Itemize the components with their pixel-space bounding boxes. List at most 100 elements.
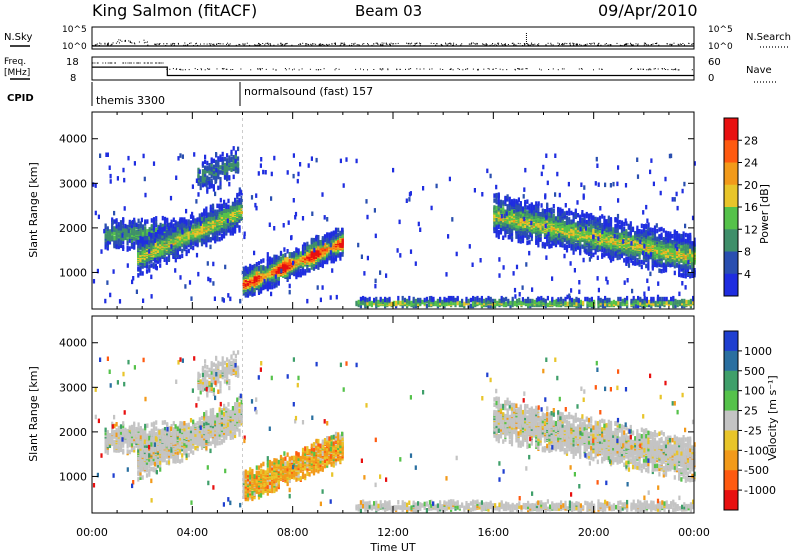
noise-point — [414, 44, 416, 46]
power-cell — [246, 292, 250, 297]
noise-point — [623, 44, 625, 46]
noise-point — [413, 45, 415, 46]
power-cell — [609, 250, 613, 255]
power-cell — [205, 241, 208, 247]
power-cell — [218, 237, 221, 242]
noise-point — [643, 44, 645, 46]
power-cell — [104, 223, 107, 228]
power-heatmap — [92, 112, 696, 309]
power-cell — [642, 224, 646, 229]
noise-point — [590, 43, 592, 45]
power-cell — [150, 236, 153, 242]
power-cell — [178, 232, 182, 237]
power-cell — [163, 230, 167, 235]
power-cell — [537, 217, 540, 222]
freq-label-line2: [MHz] — [4, 68, 30, 78]
power-cell — [208, 181, 211, 187]
noise-point — [410, 43, 412, 45]
noise-point — [474, 43, 476, 45]
power-cell — [216, 203, 219, 209]
power-cell — [216, 209, 219, 214]
noise-point — [635, 43, 637, 45]
noise-point — [320, 44, 322, 46]
power-cell — [658, 268, 661, 273]
power-cell — [328, 236, 331, 241]
power-cell — [504, 195, 507, 201]
noise-point — [343, 42, 345, 44]
power-cell — [135, 239, 138, 244]
power-cell — [612, 256, 615, 262]
power-cell — [260, 285, 263, 291]
power-cell — [255, 262, 258, 267]
noise-point — [562, 43, 563, 45]
power-cell — [167, 256, 171, 261]
power-cell — [321, 261, 324, 267]
power-cell — [548, 236, 551, 241]
noise-point — [307, 43, 309, 45]
power-cell — [290, 270, 294, 276]
power-cell — [133, 244, 136, 249]
noise-point — [111, 43, 113, 45]
power-cell — [264, 266, 267, 271]
power-cell — [128, 238, 131, 243]
power-cell — [499, 199, 503, 205]
power-cell — [295, 247, 298, 252]
power-cell — [225, 207, 228, 213]
power-cell — [493, 222, 496, 228]
power-cell — [603, 219, 606, 225]
power-cell — [253, 287, 256, 292]
power-cell — [653, 259, 657, 265]
power-cell — [590, 212, 593, 218]
noise-point — [119, 39, 121, 41]
noise-point — [107, 42, 109, 44]
noise-point — [244, 43, 246, 45]
power-cell — [251, 286, 254, 291]
power-cell — [651, 263, 654, 268]
power-cell — [627, 256, 630, 261]
power-cell — [189, 220, 193, 225]
noise-point — [269, 43, 271, 45]
power-cell — [122, 235, 125, 241]
noise-point — [625, 43, 627, 45]
cpid-segment-1: themis 3300 — [96, 94, 165, 107]
noise-point — [475, 43, 477, 45]
power-cell — [616, 253, 619, 259]
power-cell — [502, 235, 505, 240]
power-cell — [130, 242, 134, 247]
power-cell — [277, 281, 280, 286]
power-cell — [651, 230, 654, 236]
noise-point — [523, 43, 525, 44]
power-cell — [268, 282, 272, 288]
power-cell — [502, 207, 505, 212]
power-cell — [620, 233, 624, 238]
power-cell — [139, 229, 142, 234]
power-cell — [146, 229, 149, 234]
power-cell — [563, 221, 566, 226]
noise-point — [482, 43, 484, 45]
power-cell — [590, 219, 593, 225]
power-cell — [139, 242, 142, 248]
power-cell — [675, 262, 679, 267]
power-cell — [223, 199, 226, 205]
power-cell — [273, 277, 276, 282]
power-cell — [609, 217, 613, 222]
power-cell — [308, 260, 311, 265]
power-cell — [645, 229, 648, 234]
power-cell — [609, 229, 613, 235]
power-cell — [590, 234, 593, 239]
power-cell — [629, 221, 632, 226]
power-cell — [581, 244, 584, 249]
power-cell — [159, 256, 162, 261]
power-cell — [561, 237, 564, 242]
power-cell — [135, 229, 138, 234]
power-cell — [508, 206, 511, 211]
power-cell — [201, 169, 204, 174]
noise-point — [273, 44, 275, 46]
power-cell — [199, 175, 202, 181]
power-cell — [581, 210, 584, 215]
power-cell — [163, 223, 167, 229]
noise-point — [505, 45, 507, 46]
power-cell — [574, 222, 577, 227]
power-cell — [108, 240, 112, 245]
power-cell — [594, 248, 597, 253]
